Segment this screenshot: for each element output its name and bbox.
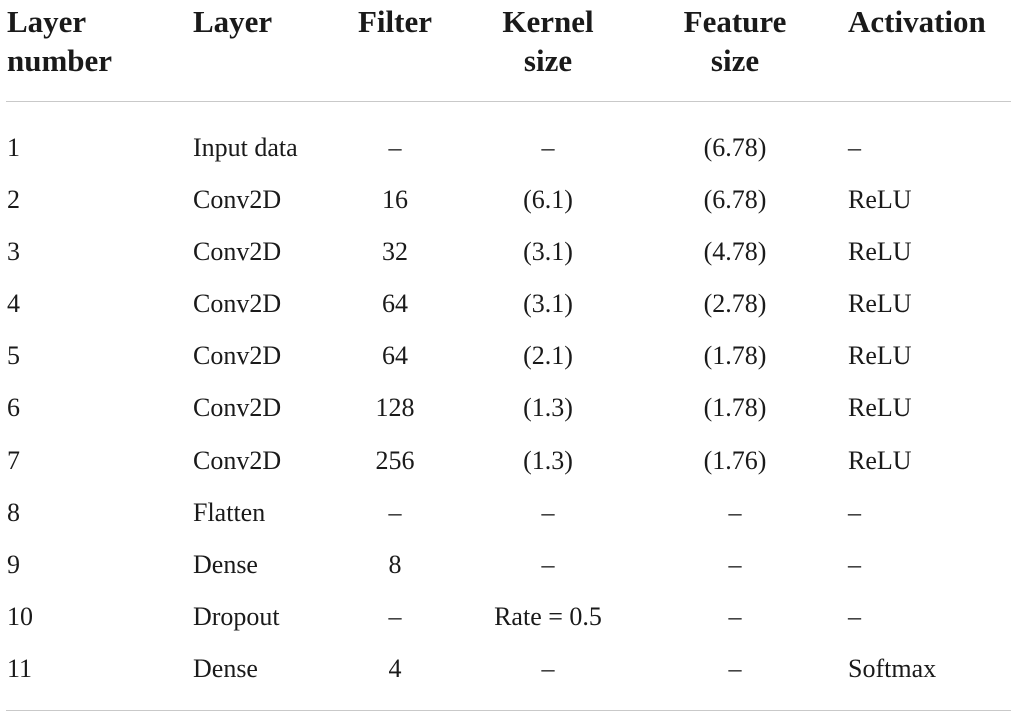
header-layer-number: Layer number (7, 4, 113, 78)
cell-layer-number: 5 (7, 341, 20, 370)
cell-feature-size: (1.76) (703, 446, 767, 475)
header-kernel-size: Kernel size (502, 4, 594, 78)
cell-feature-size: – (728, 602, 742, 631)
cell-kernel-size: (3.1) (523, 237, 573, 266)
cell-kernel-size: (3.1) (523, 289, 573, 318)
cell-feature-size: – (728, 550, 742, 579)
cell-activation: – (848, 133, 861, 162)
cell-kernel-size: – (541, 654, 555, 683)
cell-filter: 64 (382, 289, 408, 318)
cell-kernel-size: (1.3) (523, 393, 573, 422)
cell-layer-number: 4 (7, 289, 20, 318)
cell-layer: Conv2D (193, 341, 282, 370)
cell-layer-number: 10 (7, 602, 33, 631)
table-row: 4 Conv2D 64 (3.1) (2.78) ReLU (0, 278, 1017, 330)
table-row: 3 Conv2D 32 (3.1) (4.78) ReLU (0, 226, 1017, 278)
cell-feature-size: (1.78) (703, 393, 767, 422)
cell-layer-number: 1 (7, 133, 20, 162)
table-row: 7 Conv2D 256 (1.3) (1.76) ReLU (0, 435, 1017, 487)
cell-filter: – (388, 133, 402, 162)
cell-filter: 8 (388, 550, 402, 579)
header-filter: Filter (357, 4, 432, 39)
cell-feature-size: (6.78) (703, 185, 767, 214)
cell-kernel-size: (1.3) (523, 446, 573, 475)
cell-layer-number: 8 (7, 498, 20, 527)
cell-layer: Conv2D (193, 393, 282, 422)
cell-feature-size: (1.78) (703, 341, 767, 370)
cell-layer-number: 11 (7, 654, 33, 683)
cell-layer: Conv2D (193, 237, 282, 266)
cell-feature-size: (2.78) (703, 289, 767, 318)
table-row: 10 Dropout – Rate = 0.5 – – (0, 591, 1017, 643)
header-layer: Layer (193, 4, 273, 39)
cell-feature-size: (6.78) (703, 133, 767, 162)
cell-feature-size: – (728, 498, 742, 527)
cell-layer-number: 9 (7, 550, 20, 579)
table-row: 5 Conv2D 64 (2.1) (1.78) ReLU (0, 330, 1017, 382)
cell-activation: – (848, 550, 861, 579)
cell-layer: Flatten (193, 498, 266, 527)
cell-filter: – (388, 602, 402, 631)
cell-kernel-size: – (541, 498, 555, 527)
bottom-divider (6, 710, 1011, 711)
cell-activation: ReLU (848, 237, 912, 266)
table-header: Layer number Layer Filter Kernel size Fe… (0, 0, 1017, 100)
header-feature-size: Feature size (683, 4, 787, 78)
cell-kernel-size: (6.1) (523, 185, 573, 214)
cell-layer: Conv2D (193, 185, 282, 214)
table-row: 8 Flatten – – – – (0, 487, 1017, 539)
table-row: 1 Input data – – (6.78) – (0, 122, 1017, 174)
cell-feature-size: (4.78) (703, 237, 767, 266)
cell-activation: – (848, 602, 861, 631)
table-row: 11 Dense 4 – – Softmax (0, 643, 1017, 695)
cell-filter: 256 (375, 446, 415, 475)
cell-layer-number: 2 (7, 185, 20, 214)
cell-layer-number: 3 (7, 237, 20, 266)
cell-activation: ReLU (848, 341, 912, 370)
cell-filter: 64 (382, 341, 408, 370)
cell-layer-number: 6 (7, 393, 20, 422)
cell-layer: Dropout (193, 602, 280, 631)
cell-kernel-size: – (541, 133, 555, 162)
cell-filter: – (388, 498, 402, 527)
cell-activation: ReLU (848, 446, 912, 475)
cell-activation: ReLU (848, 393, 912, 422)
cell-layer: Conv2D (193, 289, 282, 318)
cell-kernel-size: – (541, 550, 555, 579)
cell-feature-size: – (728, 654, 742, 683)
cell-layer: Input data (193, 133, 298, 162)
header-divider (6, 101, 1011, 102)
cell-activation: ReLU (848, 185, 912, 214)
cell-filter: 128 (375, 393, 415, 422)
header-activation: Activation (848, 4, 986, 39)
table-row: 2 Conv2D 16 (6.1) (6.78) ReLU (0, 174, 1017, 226)
cell-layer: Dense (193, 654, 258, 683)
table-row: 9 Dense 8 – – – (0, 539, 1017, 591)
cell-activation: ReLU (848, 289, 912, 318)
cell-filter: 4 (388, 654, 402, 683)
cell-activation: – (848, 498, 861, 527)
cell-activation: Softmax (848, 654, 937, 683)
cell-filter: 32 (382, 237, 408, 266)
cell-kernel-size: (2.1) (523, 341, 573, 370)
table-row: 6 Conv2D 128 (1.3) (1.78) ReLU (0, 382, 1017, 434)
cell-layer-number: 7 (7, 446, 20, 475)
cell-filter: 16 (382, 185, 408, 214)
cell-layer: Conv2D (193, 446, 282, 475)
cell-layer: Dense (193, 550, 258, 579)
cell-kernel-size: Rate = 0.5 (494, 602, 602, 631)
